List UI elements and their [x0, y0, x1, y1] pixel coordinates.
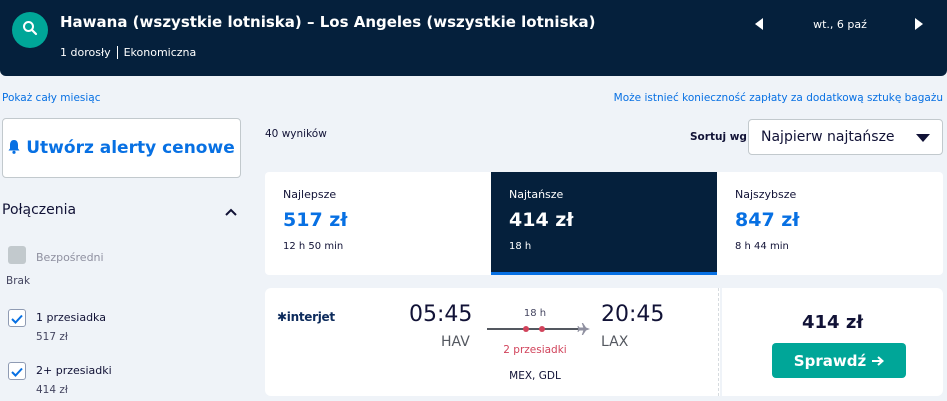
route-line	[487, 326, 583, 332]
airline-name: interjet	[286, 310, 335, 324]
filter-label: 2+ przesiadki	[36, 364, 112, 377]
tab-duration: 18 h	[509, 241, 532, 252]
arrival-time: 20:45	[601, 302, 665, 327]
selected-date: wt., 6 paź	[813, 18, 867, 31]
filter-label: Bezpośredni	[36, 251, 104, 264]
stop-dot	[539, 326, 545, 332]
filter-direct[interactable]: Bezpośredni Brak	[6, 246, 104, 287]
card-divider	[718, 288, 722, 396]
two-plus-stops-checkbox[interactable]	[8, 362, 26, 380]
price-panel: 414 zł Sprawdź	[722, 288, 943, 396]
arrow-right-icon	[872, 352, 885, 370]
search-summary-header: Hawana (wszystkie lotniska) – Los Angele…	[0, 0, 947, 76]
tab-price: 414 zł	[509, 209, 574, 231]
bell-icon	[8, 137, 20, 161]
results-count: 40 wyników	[265, 128, 327, 140]
divider	[116, 46, 118, 59]
tab-cheapest[interactable]: Najtańsze 414 zł 18 h	[491, 172, 717, 275]
departure-airport: HAV	[441, 334, 470, 350]
departure-time: 05:45	[409, 302, 473, 327]
flight-result-card[interactable]: ✱interjet 05:45 HAV 18 h 2 przesiadki ME…	[265, 288, 943, 396]
filter-one-stop[interactable]: 1 przesiadka 517 zł	[8, 309, 106, 343]
connections-title: Połączenia	[2, 202, 77, 218]
search-button[interactable]	[12, 12, 48, 48]
check-button-label: Sprawdź	[793, 351, 867, 370]
stopover-airports: MEX, GDL	[509, 370, 561, 382]
tab-duration: 12 h 50 min	[283, 241, 344, 252]
flight-duration: 18 h	[523, 308, 547, 319]
previous-date-button[interactable]	[752, 16, 766, 32]
filter-price: Brak	[6, 275, 31, 287]
filter-label: 1 przesiadka	[36, 311, 106, 324]
stops-count: 2 przesiadki	[503, 344, 567, 356]
tab-label: Najszybsze	[735, 188, 797, 201]
show-whole-month-link[interactable]: Pokaż cały miesiąc	[2, 92, 101, 104]
filter-two-plus-stops[interactable]: 2+ przesiadki 414 zł	[8, 362, 112, 396]
check-flight-button[interactable]: Sprawdź	[772, 343, 906, 378]
direct-checkbox[interactable]	[8, 246, 26, 264]
sort-selected-value: Najpierw najtańsze	[761, 129, 895, 145]
tab-best[interactable]: Najlepsze 517 zł 12 h 50 min	[265, 172, 491, 275]
tab-label: Najlepsze	[283, 188, 337, 201]
trip-details: 1 dorosły Ekonomiczna	[60, 46, 196, 59]
filter-price: 414 zł	[36, 384, 68, 396]
stop-dot	[523, 326, 529, 332]
checkmark-icon	[11, 309, 23, 328]
search-icon	[22, 20, 38, 40]
flight-itinerary[interactable]: ✱interjet 05:45 HAV 18 h 2 przesiadki ME…	[265, 288, 720, 396]
alert-button-label: Utwórz alerty cenowe	[26, 137, 235, 158]
checkmark-icon	[11, 362, 23, 381]
baggage-fee-link[interactable]: Może istnieć konieczność zapłaty za doda…	[613, 92, 943, 104]
sort-tabs: Najlepsze 517 zł 12 h 50 min Najtańsze 4…	[265, 172, 943, 275]
create-price-alerts-button[interactable]: Utwórz alerty cenowe	[2, 118, 241, 178]
route-title[interactable]: Hawana (wszystkie lotniska) – Los Angele…	[60, 13, 596, 31]
tab-label: Najtańsze	[509, 188, 564, 201]
tab-price: 517 zł	[283, 209, 348, 231]
asterisk-icon: ✱	[277, 310, 287, 324]
flight-price: 414 zł	[802, 312, 863, 333]
filter-price: 517 zł	[36, 331, 68, 343]
passengers-label: 1 dorosły	[60, 46, 111, 59]
chevron-right-icon	[915, 15, 923, 34]
connections-filter-toggle[interactable]: Połączenia	[2, 198, 241, 222]
one-stop-checkbox[interactable]	[8, 309, 26, 327]
next-date-button[interactable]	[912, 16, 926, 32]
tab-price: 847 zł	[735, 209, 800, 231]
tab-fastest[interactable]: Najszybsze 847 zł 8 h 44 min	[717, 172, 943, 275]
sort-label: Sortuj wg	[690, 131, 747, 143]
sort-dropdown[interactable]: Najpierw najtańsze	[748, 119, 943, 155]
airplane-icon	[577, 321, 591, 340]
chevron-left-icon	[755, 15, 763, 34]
tab-duration: 8 h 44 min	[735, 241, 789, 252]
cabin-class-label: Ekonomiczna	[123, 46, 197, 59]
chevron-down-icon	[916, 128, 930, 147]
chevron-up-icon	[225, 201, 237, 220]
arrival-airport: LAX	[601, 334, 629, 350]
airline-logo: ✱interjet	[277, 310, 335, 324]
